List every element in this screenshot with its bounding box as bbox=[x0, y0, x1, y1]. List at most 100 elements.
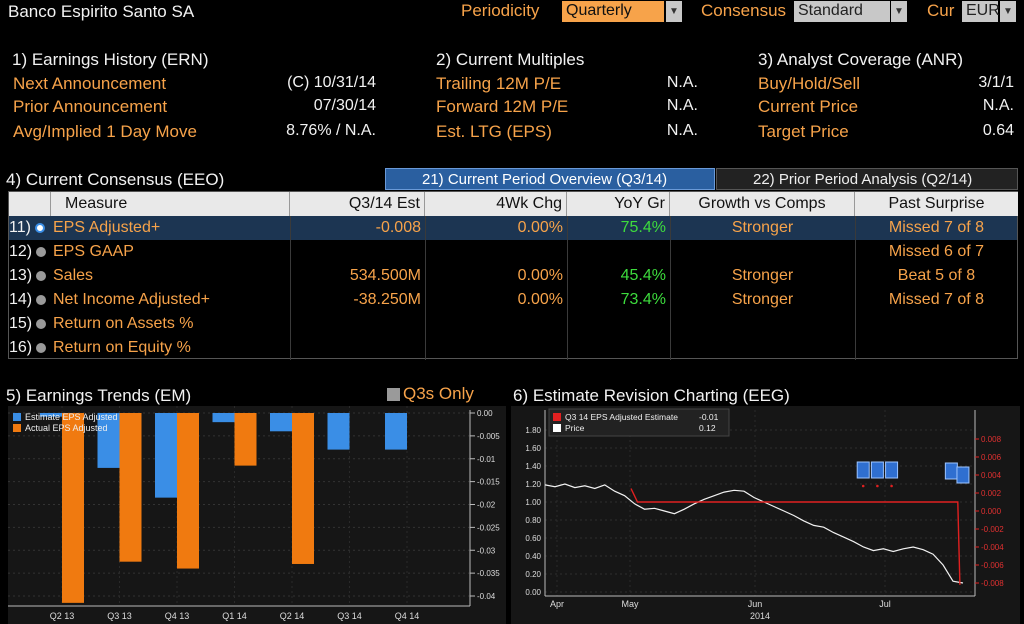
chevron-down-icon[interactable]: ▼ bbox=[666, 1, 682, 22]
security-title: Banco Espirito Santo SA bbox=[8, 2, 195, 21]
x-tick-label: Q2 13 bbox=[50, 611, 75, 621]
y-tick-label: -0.035 bbox=[477, 569, 500, 578]
legend-swatch bbox=[553, 424, 561, 432]
revision-marker-icon bbox=[870, 461, 884, 479]
actual-bar bbox=[62, 413, 84, 603]
earnings-history-heading[interactable]: 1) Earnings History (ERN) bbox=[12, 50, 209, 69]
x-tick-label: Q1 14 bbox=[222, 611, 247, 621]
table-cell-growth: Stronger bbox=[731, 219, 794, 236]
left-tick-label: 0.20 bbox=[525, 570, 541, 579]
revision-marker-icon bbox=[856, 461, 870, 479]
col-yoy-growth[interactable]: YoY Gr bbox=[567, 192, 670, 216]
right-tick-label: -0.008 bbox=[981, 579, 1004, 588]
chart-legend: Q3 14 EPS Adjusted Estimate -0.01 Price 0.1… bbox=[548, 408, 730, 437]
table-cell-surprise: Missed 6 of 7 bbox=[888, 243, 985, 260]
periodicity-dropdown[interactable]: Quarterly bbox=[562, 1, 664, 22]
q3s-only-checkbox[interactable] bbox=[387, 388, 400, 401]
radio-icon[interactable] bbox=[36, 343, 47, 353]
column-divider bbox=[855, 216, 856, 360]
column-divider bbox=[425, 216, 426, 360]
col-past-surprise[interactable]: Past Surprise bbox=[855, 192, 1018, 216]
x-tick-label: May bbox=[621, 599, 639, 609]
y-tick-label: -0.005 bbox=[477, 432, 500, 441]
table-row-measure[interactable]: Return on Equity % bbox=[53, 339, 191, 356]
radio-icon[interactable] bbox=[36, 319, 47, 329]
currency-label: Cur bbox=[927, 1, 955, 20]
table-row-measure[interactable]: EPS Adjusted+ bbox=[53, 219, 161, 236]
estimate-bar bbox=[97, 413, 120, 468]
right-tick-label: -0.006 bbox=[981, 561, 1004, 570]
currency-dropdown[interactable]: EUR bbox=[962, 1, 1000, 22]
chart-bars bbox=[40, 413, 407, 603]
forward-pe-label: Forward 12M P/E bbox=[436, 97, 569, 116]
x-tick-label: Q3 13 bbox=[107, 611, 132, 621]
table-cell-yoy: 45.4% bbox=[620, 267, 666, 284]
left-tick-label: 1.00 bbox=[525, 498, 541, 507]
right-tick-label: 0.000 bbox=[981, 507, 1002, 516]
revision-marker-icon bbox=[885, 461, 899, 479]
x-axis: Apr May Jun Jul 2014 bbox=[545, 595, 975, 621]
price-line bbox=[544, 483, 964, 584]
consensus-table: Measure Q3/14 Est 4Wk Chg YoY Gr Growth … bbox=[8, 191, 1018, 360]
estimate-revision-heading[interactable]: 6) Estimate Revision Charting (EEG) bbox=[513, 386, 790, 405]
revision-marker-icon bbox=[956, 466, 970, 484]
y-tick-label: -0.015 bbox=[477, 478, 500, 487]
table-cell-estimate: -38.250M bbox=[353, 291, 421, 308]
column-divider bbox=[290, 216, 291, 360]
table-cell-growth: Stronger bbox=[731, 267, 794, 284]
legend-box bbox=[548, 408, 730, 437]
q3s-only-label[interactable]: Q3s Only bbox=[403, 384, 474, 403]
table-cell-surprise: Missed 7 of 8 bbox=[888, 291, 985, 308]
column-divider bbox=[670, 216, 671, 360]
left-tick-label: 0.00 bbox=[525, 588, 541, 597]
col-4wk-change[interactable]: 4Wk Chg bbox=[425, 192, 567, 216]
x-tick-label: Q2 14 bbox=[280, 611, 305, 621]
table-cell-change: 0.00% bbox=[517, 219, 563, 236]
tab-current-period-overview[interactable]: 21) Current Period Overview (Q3/14) bbox=[385, 168, 715, 190]
legend-swatch bbox=[13, 413, 21, 421]
current-price-value: N.A. bbox=[982, 97, 1014, 114]
right-y-axis: 0.008 0.006 0.004 0.002 0.000 -0.002 -0.004 -0.… bbox=[974, 410, 1004, 596]
consensus-dropdown[interactable]: Standard bbox=[794, 1, 890, 22]
estimate-bar bbox=[270, 413, 292, 432]
table-row-measure[interactable]: EPS GAAP bbox=[53, 243, 134, 260]
radio-icon[interactable] bbox=[36, 271, 47, 281]
radio-selected-icon[interactable] bbox=[34, 223, 45, 233]
estimate-bar bbox=[40, 413, 62, 417]
table-cell-growth: Stronger bbox=[731, 291, 794, 308]
x-tick-label: Q4 13 bbox=[165, 611, 190, 621]
tab-prior-period-analysis[interactable]: 22) Prior Period Analysis (Q2/14) bbox=[716, 168, 1018, 190]
y-tick-label: -0.04 bbox=[477, 592, 496, 601]
avg-implied-move-label: Avg/Implied 1 Day Move bbox=[13, 122, 197, 141]
trailing-pe-label: Trailing 12M P/E bbox=[436, 74, 562, 93]
col-growth-vs-comps[interactable]: Growth vs Comps bbox=[670, 192, 855, 216]
chevron-down-icon[interactable]: ▼ bbox=[1000, 1, 1016, 22]
right-tick-label: 0.008 bbox=[981, 435, 1002, 444]
next-announcement-value: (C) 10/31/14 bbox=[287, 74, 376, 91]
radio-icon[interactable] bbox=[36, 247, 47, 257]
chevron-down-icon[interactable]: ▼ bbox=[891, 1, 907, 22]
revision-point bbox=[876, 484, 879, 488]
earnings-trends-heading[interactable]: 5) Earnings Trends (EM) bbox=[6, 386, 192, 405]
buy-hold-sell-label: Buy/Hold/Sell bbox=[758, 74, 861, 93]
table-cell-surprise: Missed 7 of 8 bbox=[888, 219, 985, 236]
current-multiples-heading[interactable]: 2) Current Multiples bbox=[436, 50, 585, 69]
radio-icon[interactable] bbox=[36, 295, 47, 305]
legend-label: Estimate EPS Adjusted bbox=[25, 412, 118, 422]
y-tick-label: -0.01 bbox=[477, 455, 496, 464]
table-row-measure[interactable]: Sales bbox=[53, 267, 94, 284]
legend-value: -0.01 bbox=[699, 412, 719, 422]
x-tick-label: Q3 14 bbox=[337, 611, 362, 621]
prior-announcement-value: 07/30/14 bbox=[313, 97, 376, 114]
col-estimate[interactable]: Q3/14 Est bbox=[290, 192, 425, 216]
left-y-axis: 1.80 1.60 1.40 1.20 1.00 0.80 0.60 0.40 0.20 0.00 bbox=[525, 410, 546, 597]
table-row-measure[interactable]: Net Income Adjusted+ bbox=[53, 291, 210, 308]
analyst-coverage-heading[interactable]: 3) Analyst Coverage (ANR) bbox=[758, 50, 964, 69]
col-measure[interactable]: Measure bbox=[51, 192, 290, 216]
table-row-measure[interactable]: Return on Assets % bbox=[53, 315, 194, 332]
current-price-label: Current Price bbox=[758, 97, 859, 116]
right-tick-label: 0.004 bbox=[981, 471, 1002, 480]
current-consensus-heading[interactable]: 4) Current Consensus (EEO) bbox=[6, 170, 225, 189]
table-row-number: 14) bbox=[9, 288, 51, 312]
